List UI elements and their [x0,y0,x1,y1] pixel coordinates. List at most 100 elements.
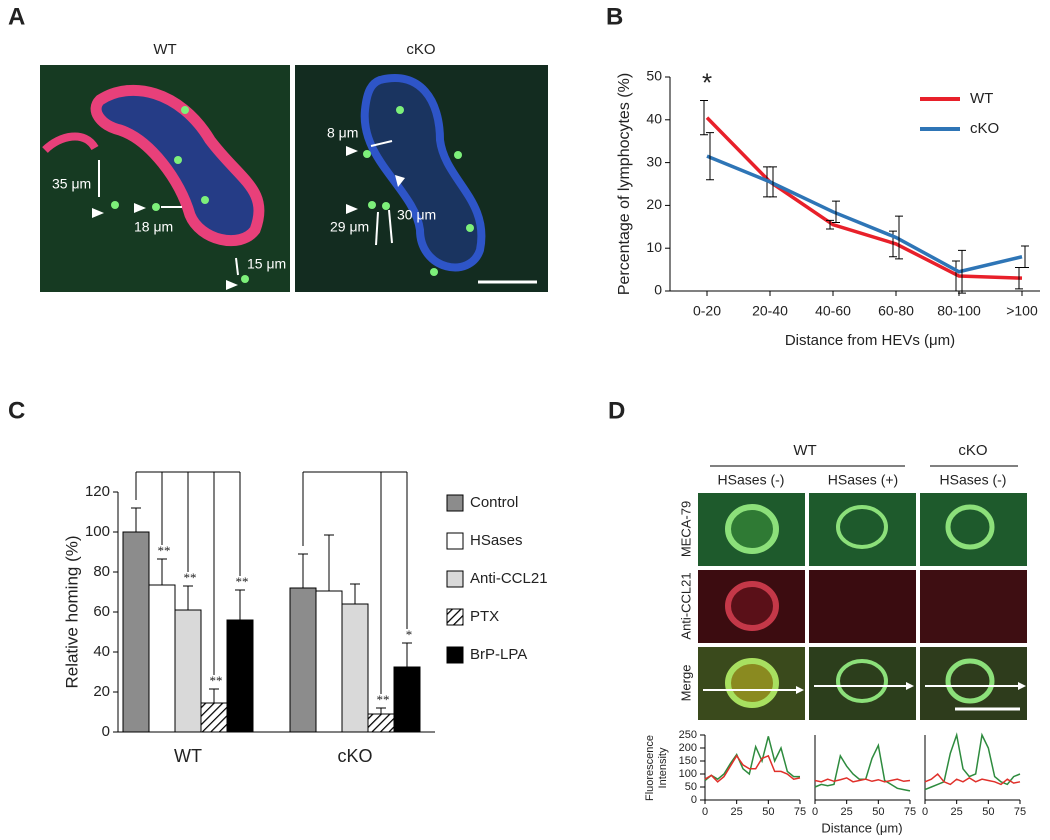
bar [226,619,254,733]
error-bar [895,215,903,260]
plot-x-label: Distance (μm) [821,820,902,835]
error-bar [157,558,167,585]
bar [148,584,176,733]
x-tick-label: 20-40 [752,303,788,319]
image-tile [920,570,1027,643]
y-tick-label: 20 [93,683,110,700]
x-tick-label: 0 [702,806,708,818]
lymphocytes [111,106,249,283]
significance: ** [184,570,197,585]
data-line [704,736,800,782]
cell [174,156,182,164]
cell [466,224,474,232]
hev-ring [725,504,779,554]
x-tick-label: 50 [872,806,884,818]
x-tick-label: 0 [812,806,818,818]
column-header: HSases (-) [940,472,1007,488]
arrowheads [92,203,238,290]
legend-swatch [446,532,464,550]
group-header: WT [793,442,816,459]
bar [174,609,202,733]
x-tick-label: >100 [1006,303,1038,319]
y-tick-label: 100 [679,768,697,780]
image-tile [809,570,916,643]
panel-label: C [8,397,25,424]
data-line [814,743,911,792]
y-tick-label: 10 [646,239,662,255]
hev-ring [945,504,995,550]
error-bar [769,166,777,198]
arrowhead [346,146,358,156]
y-tick-label: 80 [93,563,110,580]
image-tile [920,493,1027,566]
plot-y-label: Intensity [657,747,669,788]
image-tile [809,647,916,720]
plot-y-label: Fluorescence [644,735,656,801]
distance-label: 29 μm [330,219,369,235]
significance: ** [377,692,390,707]
bar [393,666,421,733]
significance: * [702,67,712,97]
x-axis-label: Distance from HEVs (μm) [785,332,955,349]
arrowhead [1018,682,1026,690]
error-bar [183,585,193,610]
lymphocytes [363,106,474,276]
cell [181,106,189,114]
measure [370,140,393,147]
image-title: cKO [406,41,435,58]
hev-vessel [42,132,99,153]
panel-label: D [608,397,625,424]
error-bar [958,249,966,294]
hev-ring [836,659,888,703]
legend-label: Control [470,494,518,511]
legend-swatch [446,608,464,626]
x-tick-label: 0-20 [693,303,721,319]
arrowhead [346,204,358,214]
cell [396,106,404,114]
cell [382,202,390,210]
group-header: cKO [958,442,987,459]
x-tick-label: cKO [337,746,372,766]
x-tick-label: 25 [731,806,743,818]
error-bar [832,200,840,224]
measure-lines [370,140,393,246]
bar [122,531,150,733]
error-bar [324,534,334,591]
arrowheads [346,146,405,214]
error-bar [350,583,360,604]
arrowhead [226,280,238,290]
column-header: HSases (-) [718,472,785,488]
y-tick-label: 20 [646,196,662,212]
x-tick-label: 75 [904,806,916,818]
arrowhead [92,208,104,218]
y-tick-label: 30 [646,153,662,169]
measure [235,257,239,276]
row-label: Anti-CCL21 [678,572,693,639]
bar [341,603,369,733]
hev-ring [725,581,779,631]
cell [241,275,249,283]
y-tick-label: 0 [654,282,662,298]
micrograph-grid [698,493,1027,720]
x-tick-label: 0 [922,806,928,818]
panel-label: A [8,3,25,30]
hev-ring [725,658,779,708]
y-tick-label: 40 [93,643,110,660]
x-tick-label: 80-100 [937,303,981,319]
x-tick-label: 25 [951,806,963,818]
cell [454,151,462,159]
y-tick-label: 150 [679,755,697,767]
y-tick-label: 60 [93,603,110,620]
y-tick-label: 0 [102,723,110,740]
legend-label: cKO [970,120,999,137]
x-tick-label: 40-60 [815,303,851,319]
error-bar [826,219,834,230]
cell [430,268,438,276]
hev-vessel [360,74,486,272]
distance-label: 30 μm [397,207,436,223]
y-axis-label: Relative homing (%) [62,535,81,688]
column-header: HSases (+) [828,472,898,488]
panel-label: B [606,3,623,30]
profile-arrowheads [796,682,1026,694]
